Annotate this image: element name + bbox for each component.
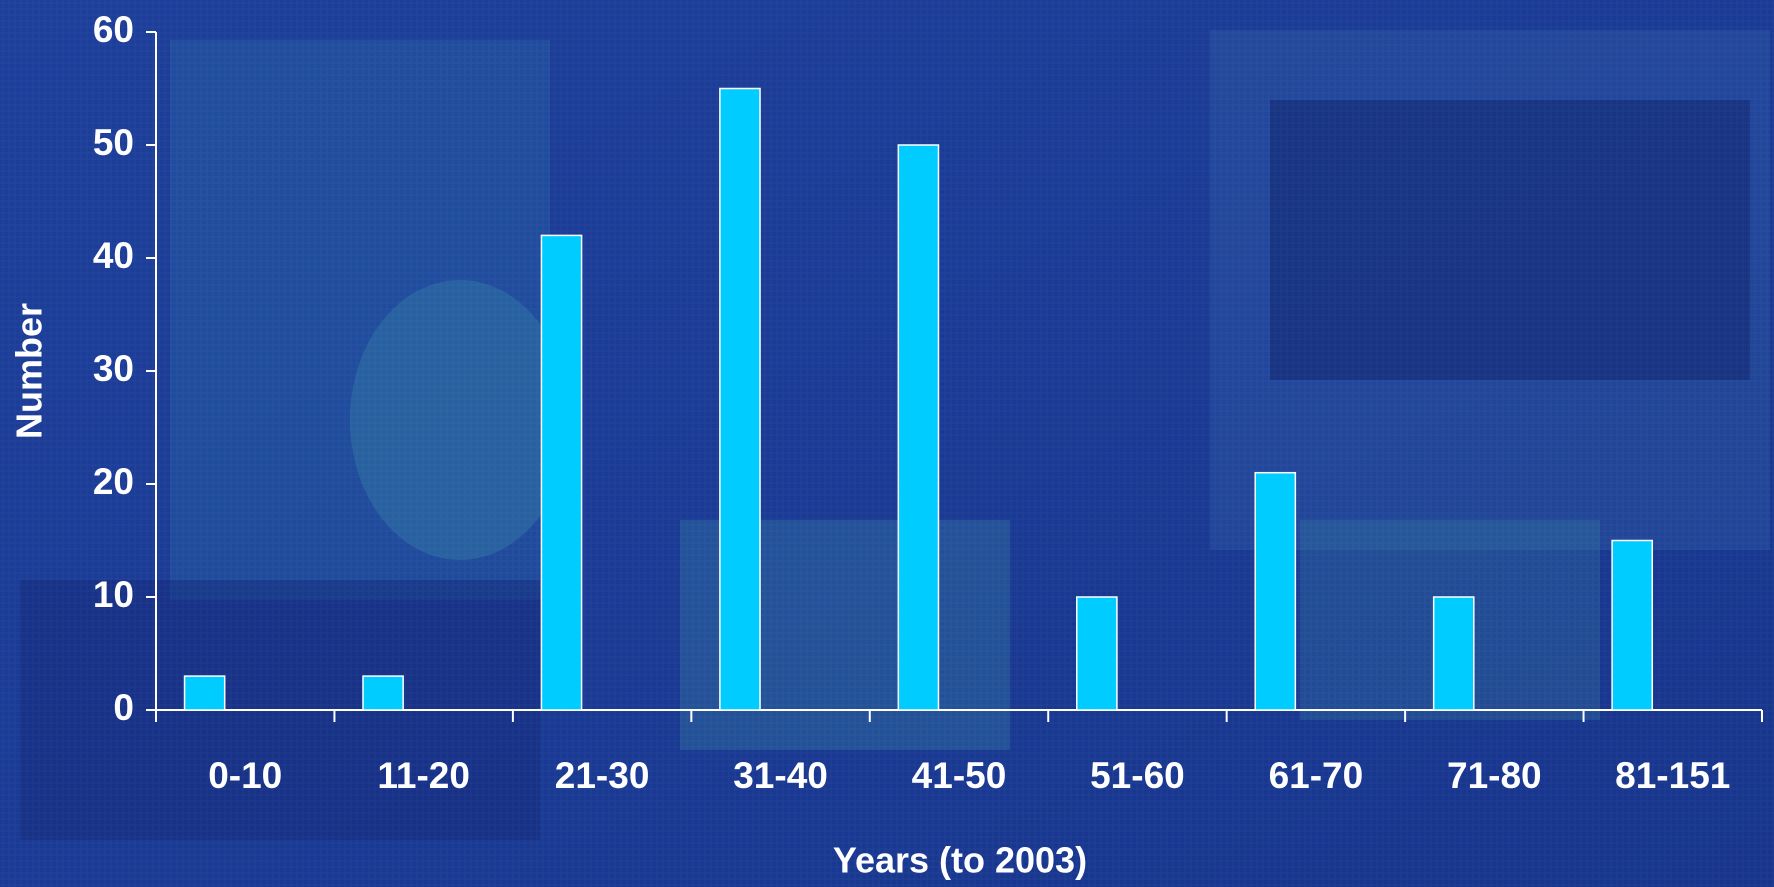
x-axis-title: Years (to 2003) <box>833 840 1087 881</box>
x-tick-label: 0-10 <box>208 755 282 796</box>
y-tick-label: 60 <box>93 9 134 50</box>
bar <box>1611 539 1654 711</box>
bar <box>719 87 761 711</box>
y-tick-label: 10 <box>93 574 134 615</box>
y-tick-label: 50 <box>93 122 134 163</box>
y-tick-label: 30 <box>93 348 134 389</box>
x-tick-label: 11-20 <box>377 755 470 796</box>
bar <box>1254 471 1297 711</box>
y-tick-label: 0 <box>113 687 134 728</box>
y-axis-title: Number <box>9 303 50 439</box>
x-tick-label: 21-30 <box>555 755 650 796</box>
x-tick-label: 41-50 <box>912 755 1007 796</box>
bar <box>362 675 404 711</box>
bar <box>897 144 940 711</box>
x-tick-label: 31-40 <box>733 755 828 796</box>
x-tick-label: 81-151 <box>1615 755 1730 796</box>
x-tick-label: 61-70 <box>1269 755 1364 796</box>
bar <box>540 234 583 711</box>
x-tick-label: 51-60 <box>1090 755 1185 796</box>
bar <box>183 675 226 711</box>
y-tick-label: 40 <box>93 235 134 276</box>
bar <box>1076 596 1118 711</box>
x-tick-label: 71-80 <box>1447 755 1542 796</box>
y-tick-label: 20 <box>93 461 134 502</box>
bar <box>1432 596 1475 711</box>
